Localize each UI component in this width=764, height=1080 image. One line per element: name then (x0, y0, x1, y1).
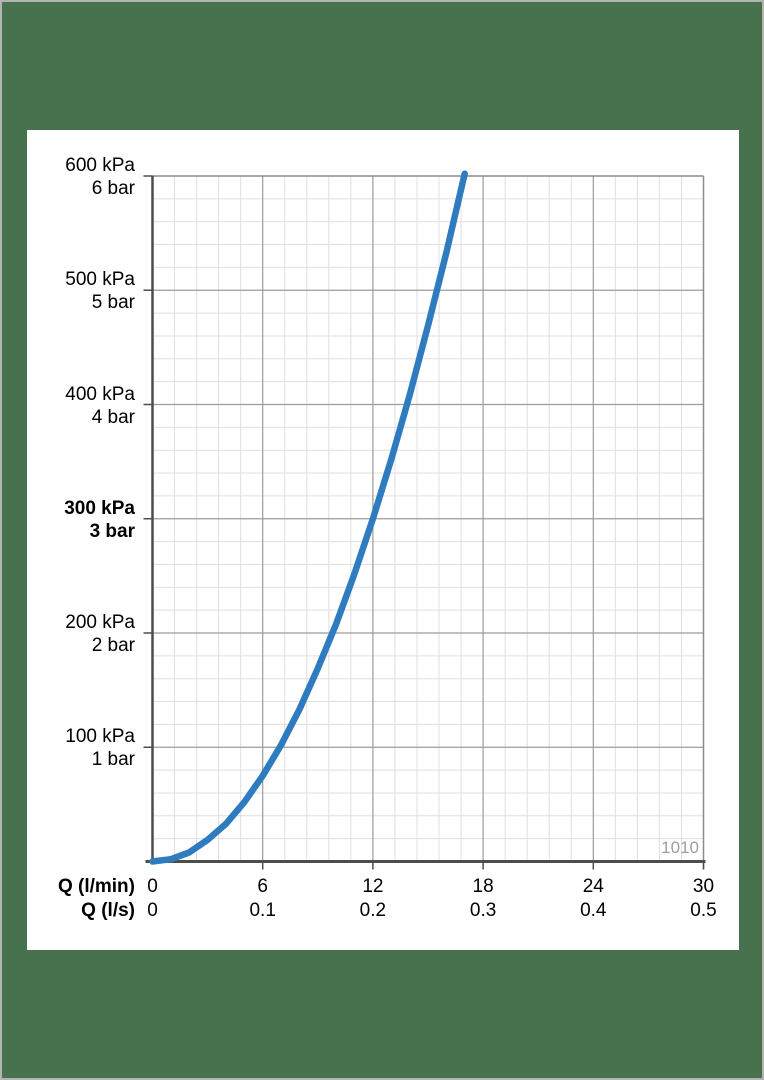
pressure-drop-curve (149, 170, 468, 865)
y-axis-label-400kpa: 400 kPa 4 bar (27, 383, 135, 429)
y-axis-label-600kpa: 600 kPa 6 bar (27, 154, 135, 200)
y-axis-label-200kpa: 200 kPa 2 bar (27, 611, 135, 657)
y-axis-label-kpa-text: 200 kPa (65, 612, 135, 633)
y-axis-label-bar-text: 4 bar (91, 406, 135, 428)
x-tick-label-row0-0: 0 (147, 876, 158, 897)
x-tick-label-row1-0.5: 0.5 (690, 900, 717, 921)
y-axis-label-500kpa: 500 kPa 5 bar (27, 268, 135, 314)
y-axis-label-bar-text: 3 bar (89, 520, 135, 542)
chart-card: 600 kPa 6 bar 500 kPa 5 bar 400 kPa 4 bar 300 … (27, 130, 739, 950)
x-tick-label-row1-0: 0 (147, 900, 158, 921)
flow-pressure-chart (143, 170, 706, 870)
y-axis-label-bar-text: 1 bar (91, 749, 135, 771)
x-tick-label-row0-24: 24 (582, 876, 604, 897)
x-tick-label-row1-0.2: 0.2 (359, 900, 387, 921)
x-tick-label-row0-12: 12 (362, 876, 384, 897)
x-axis-caption-lmin: Q (l/min) (57, 876, 135, 897)
x-tick-label-row0-6: 6 (257, 876, 268, 897)
x-tick-label-row1-0.4: 0.4 (580, 900, 607, 921)
y-axis-label-kpa-text: 300 kPa (64, 497, 135, 519)
y-axis-label-kpa-text: 600 kPa (65, 155, 135, 176)
y-axis-label-kpa-text: 400 kPa (65, 383, 135, 405)
x-axis-caption-ls: Q (l/s) (81, 900, 135, 921)
y-axis-label-bar-text: 2 bar (91, 635, 135, 656)
x-tick-label-row0-18: 18 (472, 876, 494, 897)
y-axis-label-kpa-text: 100 kPa (65, 726, 135, 748)
x-tick-label-row1-0.3: 0.3 (469, 900, 497, 921)
chart-code-label: 1010 (661, 838, 699, 857)
y-axis-label-100kpa: 100 kPa 1 bar (27, 725, 135, 771)
y-axis-label-bar-text: 6 bar (91, 178, 135, 199)
y-axis-label-300kpa: 300 kPa 3 bar (27, 497, 135, 543)
x-tick-label-row1-0.1: 0.1 (249, 900, 276, 921)
y-axis-label-kpa-text: 500 kPa (65, 269, 135, 291)
x-tick-label-row0-30: 30 (692, 876, 715, 897)
y-axis-label-bar-text: 5 bar (91, 292, 135, 314)
